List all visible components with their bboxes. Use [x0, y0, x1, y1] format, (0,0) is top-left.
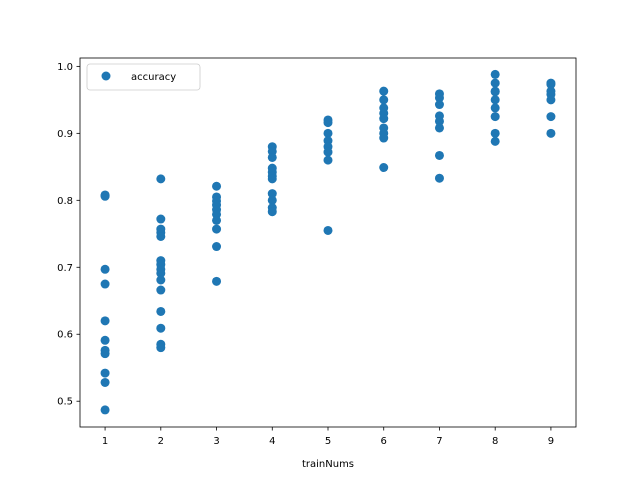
- data-point: [212, 215, 222, 225]
- data-point: [490, 136, 500, 146]
- x-tick-label: 5: [325, 436, 331, 447]
- data-point: [323, 155, 333, 165]
- data-point: [156, 214, 166, 224]
- x-tick-label: 2: [158, 436, 164, 447]
- data-point: [323, 147, 333, 157]
- data-point: [212, 276, 222, 286]
- data-point: [156, 275, 166, 285]
- data-point: [434, 93, 444, 103]
- y-tick-label: 0.7: [57, 263, 73, 274]
- data-point: [156, 231, 166, 241]
- y-tick-label: 0.8: [57, 196, 73, 207]
- data-point: [100, 405, 110, 415]
- y-tick-label: 0.6: [57, 330, 73, 341]
- data-point: [267, 152, 277, 162]
- data-point: [100, 279, 110, 289]
- data-point: [100, 349, 110, 359]
- data-point: [323, 225, 333, 235]
- data-point: [100, 191, 110, 201]
- x-axis-label: trainNums: [302, 459, 354, 470]
- data-point: [379, 86, 389, 96]
- ticks-layer: 1 2 3 4 5 6 7 8 9 0.5 0.6 0.7 0.8 0.9 1.0: [57, 62, 554, 447]
- data-point: [546, 112, 556, 122]
- data-point: [156, 306, 166, 316]
- data-point: [156, 285, 166, 295]
- data-point: [323, 128, 333, 138]
- data-point: [323, 118, 333, 128]
- data-point: [267, 207, 277, 217]
- data-point: [546, 79, 556, 89]
- data-point: [379, 162, 389, 172]
- x-tick-label: 9: [548, 436, 554, 447]
- x-tick-label: 8: [492, 436, 498, 447]
- data-point: [100, 316, 110, 326]
- data-point: [490, 128, 500, 138]
- data-point: [490, 78, 500, 88]
- data-point: [267, 174, 277, 184]
- data-point: [212, 224, 222, 234]
- data-point: [546, 128, 556, 138]
- data-point: [434, 173, 444, 183]
- y-tick-label: 0.5: [57, 397, 73, 408]
- legend-label: accuracy: [131, 72, 176, 83]
- data-point: [490, 112, 500, 122]
- data-point: [212, 181, 222, 191]
- data-point: [267, 189, 277, 199]
- data-point: [434, 100, 444, 110]
- legend-marker-icon: [101, 71, 111, 81]
- data-point: [434, 150, 444, 160]
- x-tick-label: 4: [269, 436, 275, 447]
- data-point: [490, 69, 500, 79]
- points-layer: [100, 69, 556, 415]
- data-point: [434, 116, 444, 126]
- data-point: [156, 323, 166, 333]
- data-point: [379, 114, 389, 124]
- x-tick-label: 7: [436, 436, 442, 447]
- y-tick-label: 0.9: [57, 129, 73, 140]
- data-point: [267, 195, 277, 205]
- data-point: [100, 368, 110, 378]
- legend: accuracy: [86, 63, 201, 91]
- data-point: [156, 343, 166, 353]
- data-point: [546, 95, 556, 105]
- axes-frame: [79, 57, 577, 428]
- y-tick-label: 1.0: [57, 62, 73, 73]
- data-point: [434, 123, 444, 133]
- data-point: [379, 133, 389, 143]
- data-point: [490, 95, 500, 105]
- data-point: [379, 95, 389, 105]
- data-point: [490, 103, 500, 113]
- x-tick-label: 1: [102, 436, 108, 447]
- data-point: [100, 264, 110, 274]
- data-point: [156, 268, 166, 278]
- data-point: [100, 335, 110, 345]
- data-point: [212, 242, 222, 252]
- x-tick-label: 3: [213, 436, 219, 447]
- legend-box: [86, 63, 201, 91]
- data-point: [490, 87, 500, 97]
- data-point: [156, 174, 166, 184]
- data-point: [100, 377, 110, 387]
- x-tick-label: 6: [381, 436, 387, 447]
